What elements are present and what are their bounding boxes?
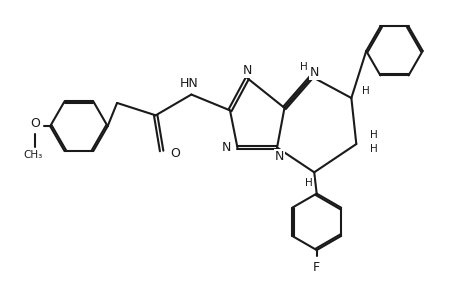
Text: H: H [300,62,308,72]
Text: O: O [30,117,40,130]
Text: HN: HN [179,77,198,90]
Text: N: N [242,64,252,77]
Text: F: F [313,261,319,274]
Text: H: H [369,130,377,140]
Text: CH₃: CH₃ [24,150,43,160]
Text: H: H [362,85,369,96]
Text: H: H [305,178,313,188]
Text: N: N [274,150,284,163]
Text: H: H [369,144,377,154]
Text: N: N [309,66,318,79]
Text: N: N [221,141,231,154]
Text: O: O [170,147,180,160]
